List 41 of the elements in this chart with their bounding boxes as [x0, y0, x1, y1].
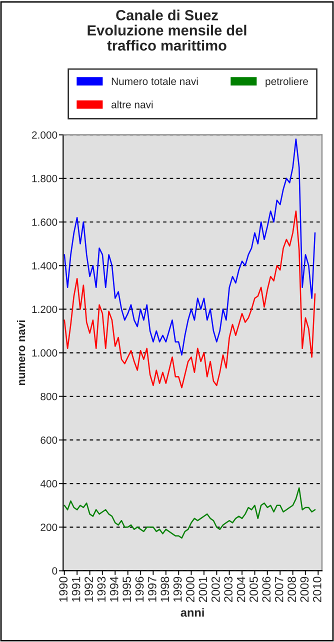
y-tick-label: 1.000: [32, 349, 58, 357]
x-tick-label: 1991: [72, 576, 80, 602]
y-tick-label: 200: [40, 524, 58, 532]
y-tick-label: 1.400: [32, 262, 58, 270]
x-tick-label: 2007: [274, 576, 284, 602]
x-tick-label: 1993: [97, 576, 106, 602]
x-tick-label: 1995: [122, 576, 132, 602]
legend-label: altre navi: [111, 100, 153, 108]
line-series: [64, 487, 316, 539]
line-series: [64, 210, 316, 388]
x-tick-label: 1990: [59, 576, 68, 602]
x-tick-label: 2009: [300, 576, 309, 602]
x-tick-label: 2008: [288, 576, 296, 602]
y-tick-label: 0: [52, 567, 58, 575]
x-tick-label: 2005: [250, 576, 258, 602]
x-tick-label: 2001: [198, 576, 208, 602]
legend-label: Numero totale navi: [112, 77, 198, 86]
chart-title: Canale di Suez Evoluzione mensile del traffico marittimo: [88, 10, 246, 51]
y-tick-label: 800: [40, 392, 58, 400]
y-axis-title: numero navi: [16, 320, 26, 386]
y-tick-label: 600: [40, 436, 58, 444]
x-tick-label: 1998: [160, 576, 170, 602]
x-tick-label: 1994: [110, 576, 118, 602]
x-tick-label: 2006: [262, 576, 271, 602]
x-tick-label: 1996: [135, 576, 144, 602]
y-tick-label: 1.800: [32, 174, 58, 182]
x-tick-label: 1999: [173, 576, 182, 602]
x-tick-label: 2010: [312, 576, 322, 602]
x-axis-title: anni: [180, 608, 204, 617]
x-tick-label: 1997: [148, 576, 156, 602]
line-series: [64, 138, 316, 356]
y-tick-label: 2.000: [32, 131, 58, 139]
legend-label: petroliere: [266, 77, 308, 88]
x-tick-label: 1992: [84, 576, 93, 602]
x-tick-label: 2004: [236, 576, 246, 602]
y-tick-label: 400: [40, 480, 58, 488]
y-tick-label: 1.600: [32, 218, 58, 226]
y-tick-label: 1.200: [32, 306, 58, 314]
x-tick-label: 2000: [186, 576, 194, 602]
x-tick-label: 2003: [224, 576, 233, 602]
x-tick-label: 2002: [211, 576, 220, 602]
